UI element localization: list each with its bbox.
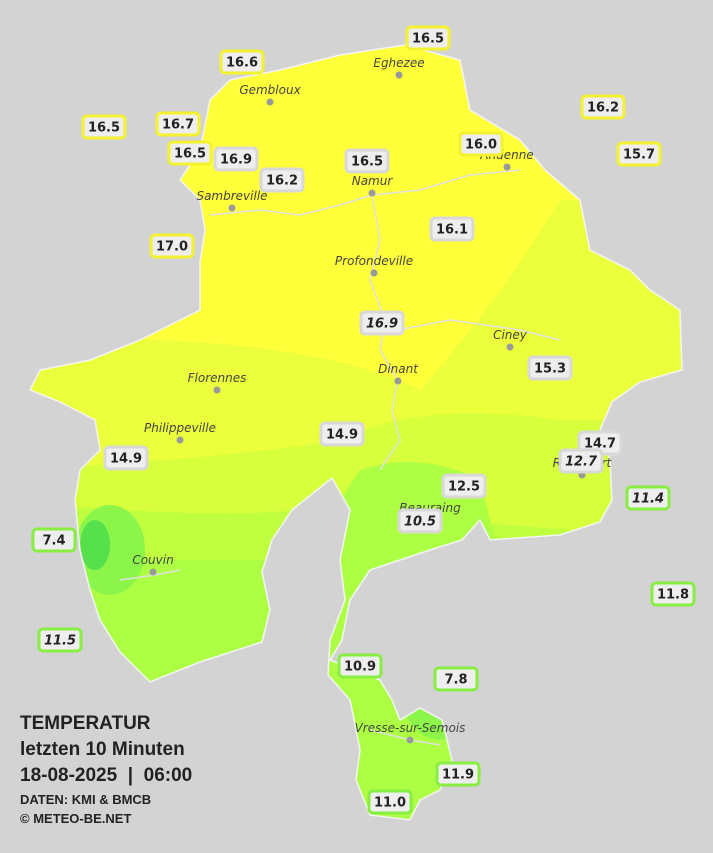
station-value: 12.7 xyxy=(565,455,598,470)
station-value: 16.9 xyxy=(366,317,398,332)
city-label: Profondeville xyxy=(335,254,413,268)
station-value: 14.7 xyxy=(584,437,616,452)
station-value: 16.5 xyxy=(351,155,383,170)
station-box xyxy=(359,310,405,336)
city-dot xyxy=(176,436,184,444)
station-value: 12.5 xyxy=(448,480,480,495)
city-dot xyxy=(266,98,274,106)
station-box xyxy=(625,485,671,511)
city-dot xyxy=(228,204,236,212)
copyright: © METEO-BE.NET xyxy=(20,811,131,826)
city-dot xyxy=(406,736,414,744)
station-box xyxy=(558,448,604,474)
station-box xyxy=(103,445,149,471)
station-box xyxy=(319,421,365,447)
city-label: Philippeville xyxy=(144,421,216,435)
station-value: 11.5 xyxy=(44,634,76,649)
station-box xyxy=(31,527,77,553)
station-value: 16.5 xyxy=(412,32,444,47)
station-box xyxy=(429,216,475,242)
station-value: 17.0 xyxy=(156,240,188,255)
station-box xyxy=(213,146,259,172)
station-box xyxy=(81,114,127,140)
datetime: 18-08-2025 | 06:00 xyxy=(20,765,192,786)
station-value: 11.9 xyxy=(442,768,474,783)
period: letzten 10 Minuten xyxy=(20,739,185,760)
station-value: 14.9 xyxy=(326,428,358,443)
station-value: 16.5 xyxy=(88,121,120,136)
station-value: 11.0 xyxy=(374,796,406,811)
station-box xyxy=(580,94,626,120)
station-value: 16.2 xyxy=(587,101,619,116)
station-box xyxy=(527,355,573,381)
station-box xyxy=(149,233,195,259)
city-label: Ciney xyxy=(493,328,528,342)
city-dot xyxy=(395,71,403,79)
station-value: 15.3 xyxy=(534,362,566,377)
station-box xyxy=(337,653,383,679)
station-box xyxy=(435,761,481,787)
station-box xyxy=(397,508,443,534)
city-label: Gembloux xyxy=(239,83,301,97)
station-value: 16.7 xyxy=(162,118,194,133)
station-box xyxy=(367,789,413,815)
station-value: 14.9 xyxy=(110,452,142,467)
city-label: Florennes xyxy=(188,371,247,385)
station-box xyxy=(441,473,487,499)
city-dot xyxy=(149,568,157,576)
station-value: 16.6 xyxy=(226,56,258,71)
source: DATEN: KMI & BMCB xyxy=(20,792,151,807)
city-label: Couvin xyxy=(132,553,173,567)
station-value: 11.8 xyxy=(657,588,689,603)
station-box xyxy=(219,49,265,75)
city-label: Dinant xyxy=(378,362,419,376)
station-box xyxy=(37,627,83,653)
city-dot xyxy=(503,163,511,171)
station-box xyxy=(405,25,451,51)
station-box xyxy=(259,167,305,193)
station-value: 10.5 xyxy=(404,515,436,530)
station-box xyxy=(650,581,696,607)
station-box xyxy=(155,111,201,137)
city-dot xyxy=(213,386,221,394)
station-value: 16.2 xyxy=(266,174,298,189)
station-box xyxy=(344,148,390,174)
station-box xyxy=(167,140,213,166)
station-value: 16.1 xyxy=(436,223,468,238)
city-label: Eghezee xyxy=(373,56,424,70)
station-value: 7.8 xyxy=(444,673,467,688)
city-label: Vresse-sur-Semois xyxy=(355,721,466,735)
station-box xyxy=(433,666,479,692)
title: TEMPERATUR xyxy=(20,713,151,734)
city-dot xyxy=(394,377,402,385)
city-dot xyxy=(506,343,514,351)
station-value: 15.7 xyxy=(623,148,655,163)
city-label: Namur xyxy=(352,174,394,188)
station-value: 10.9 xyxy=(344,660,376,675)
station-value: 11.4 xyxy=(632,492,664,507)
city-dot xyxy=(370,269,378,277)
city-dot xyxy=(368,189,376,197)
city-label: Sambreville xyxy=(196,189,267,203)
station-box xyxy=(616,141,662,167)
station-value: 16.5 xyxy=(174,147,206,162)
station-value: 7.4 xyxy=(42,534,65,549)
station-value: 16.9 xyxy=(220,153,252,168)
station-box xyxy=(458,131,504,157)
station-value: 16.0 xyxy=(465,138,497,153)
